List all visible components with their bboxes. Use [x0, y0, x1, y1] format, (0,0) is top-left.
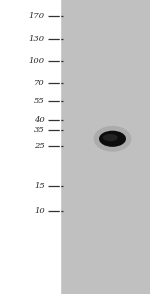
Text: 40: 40	[34, 116, 45, 124]
Bar	[0, 0, 60, 294]
Text: 25: 25	[34, 142, 45, 150]
Ellipse shape	[103, 134, 118, 141]
Bar	[60, 0, 150, 294]
Text: 35: 35	[34, 126, 45, 134]
Text: 70: 70	[34, 79, 45, 87]
Text: 15: 15	[34, 182, 45, 190]
Text: 55: 55	[34, 97, 45, 106]
Text: 130: 130	[29, 35, 45, 43]
Ellipse shape	[94, 126, 131, 152]
Text: 10: 10	[34, 207, 45, 215]
Text: 100: 100	[29, 57, 45, 65]
Text: 170: 170	[29, 12, 45, 20]
Ellipse shape	[99, 131, 126, 147]
